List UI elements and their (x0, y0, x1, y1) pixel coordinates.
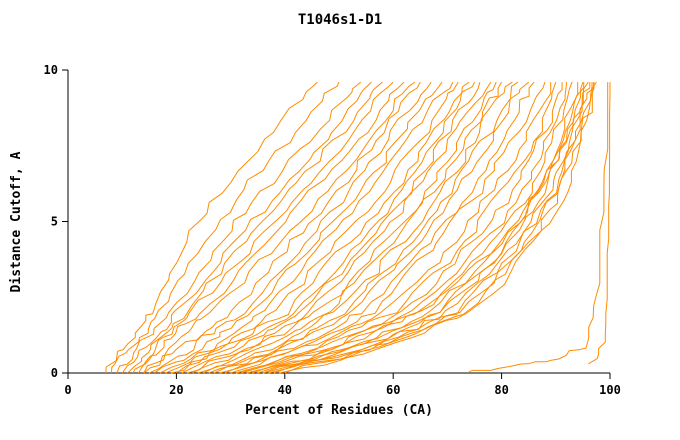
y-axis-label: Distance Cutoff, A (9, 151, 24, 292)
model-curve (219, 81, 535, 374)
model-curves (105, 81, 611, 374)
model-curve (138, 81, 405, 374)
model-curve (246, 82, 585, 374)
model-curve (132, 81, 394, 374)
model-curve (273, 82, 593, 374)
model-curve (224, 81, 546, 374)
x-tick-label: 100 (599, 383, 621, 397)
model-curve (468, 82, 609, 372)
model-curve (143, 81, 421, 374)
y-tick-label: 5 (51, 215, 58, 229)
model-curve (187, 81, 492, 374)
model-curve (284, 81, 597, 374)
model-curve (170, 81, 470, 374)
axes: 0 20 40 60 80 100 0 5 10 (44, 63, 621, 397)
model-curve (197, 81, 503, 374)
model-curve (262, 82, 595, 374)
chart-title: T1046s1-D1 (298, 12, 382, 28)
x-tick-label: 40 (278, 383, 292, 397)
model-curve (214, 81, 530, 374)
model-curve (121, 81, 372, 374)
x-axis-label: Percent of Residues (CA) (245, 403, 433, 418)
model-curve (181, 81, 481, 374)
y-tick-label: 0 (51, 366, 58, 380)
model-curve (154, 81, 443, 374)
x-tick-label: 60 (386, 383, 400, 397)
model-curve (159, 81, 454, 374)
model-curve (588, 82, 611, 365)
x-tick-label: 80 (494, 383, 508, 397)
model-curve (241, 82, 563, 374)
model-curve (230, 82, 552, 374)
model-curve (116, 81, 362, 374)
model-curve (143, 81, 416, 374)
x-tick-label: 20 (169, 383, 183, 397)
model-curve (105, 81, 318, 374)
model-curve (235, 81, 557, 374)
model-curve (203, 81, 513, 374)
model-curve (252, 81, 573, 374)
x-tick-label: 0 (64, 383, 71, 397)
model-curve (149, 81, 432, 374)
model-curve (127, 81, 383, 374)
model-curve (208, 81, 519, 374)
model-curve (192, 81, 497, 374)
y-tick-label: 10 (44, 63, 58, 77)
model-curve (268, 81, 589, 374)
model-curve (235, 82, 591, 374)
model-curve (176, 81, 475, 374)
model-curve (110, 81, 340, 374)
model-curve (246, 82, 568, 374)
model-curve (165, 81, 459, 374)
